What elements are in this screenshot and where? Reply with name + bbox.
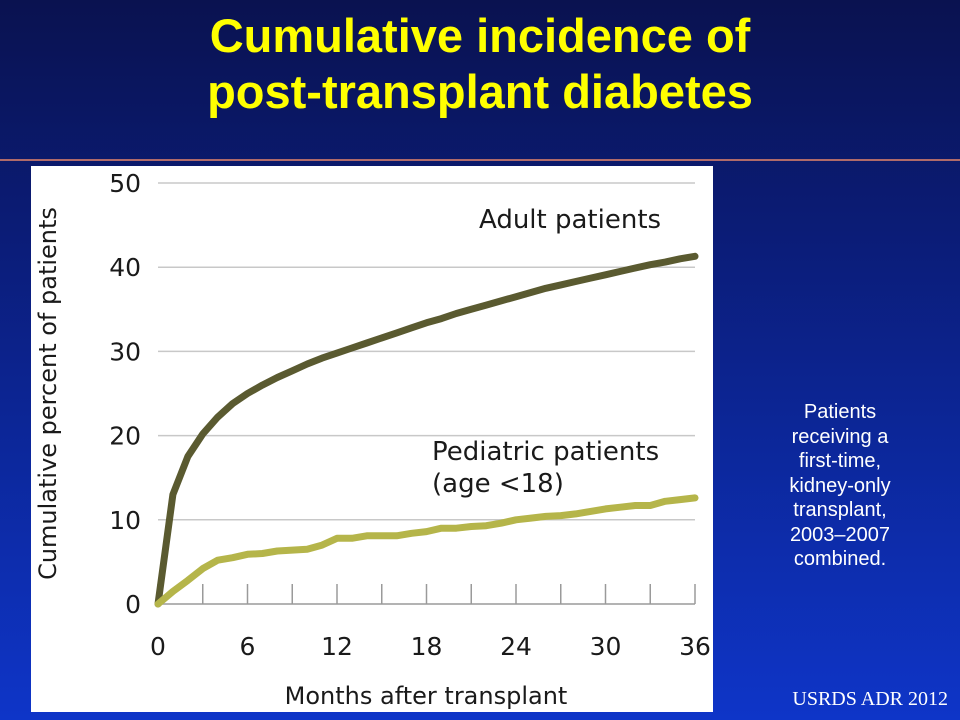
note-line: kidney-only (789, 474, 891, 497)
y-tick-label: 40 (109, 253, 141, 282)
note-line: first-time, (798, 450, 882, 472)
chart-panel: 0 10 20 30 40 50 0 6 12 18 24 30 36 Months after tran… (31, 166, 713, 712)
y-tick-label: 50 (109, 169, 141, 198)
annotation-adult: Adult patients (479, 205, 661, 235)
x-tick-label: 24 (500, 632, 532, 661)
side-note: Patients receiving a first-time, kidney-… (752, 400, 928, 572)
title-line-1: Cumulative incidence of (209, 9, 751, 62)
y-tick-label: 10 (109, 506, 141, 535)
x-axis-label: Months after transplant (285, 682, 568, 710)
note-line: Patients (803, 401, 877, 423)
annotation-pediatric: Pediatric patients (432, 437, 659, 467)
annotation-pediatric: (age <18) (432, 469, 564, 499)
slide-title: Cumulative incidence of post-transplant … (0, 8, 960, 120)
source-label: USRDS ADR 2012 (792, 688, 948, 710)
series-line-pediatric (154, 494, 699, 608)
note-line: 2003–2007 (789, 523, 891, 546)
y-axis-label: Cumulative percent of patients (34, 207, 62, 580)
y-tick-label: 30 (109, 337, 141, 366)
series-line-adult (154, 252, 699, 608)
line-chart: 0 10 20 30 40 50 0 6 12 18 24 30 36 Months after tran… (34, 169, 711, 710)
x-tick-label: 6 (240, 632, 256, 661)
x-tick-label: 0 (150, 632, 166, 661)
title-line-2: post-transplant diabetes (207, 65, 753, 118)
title-divider (0, 159, 960, 161)
x-tick-label: 12 (321, 632, 353, 661)
x-tick-label: 30 (590, 632, 622, 661)
y-tick-label: 0 (125, 590, 141, 619)
note-line: receiving a (791, 425, 889, 448)
note-line: transplant, (793, 499, 887, 521)
note-line: combined. (793, 548, 887, 570)
x-tick-label: 18 (411, 632, 443, 661)
x-tick-label: 36 (679, 632, 711, 661)
y-tick-label: 20 (109, 422, 141, 451)
